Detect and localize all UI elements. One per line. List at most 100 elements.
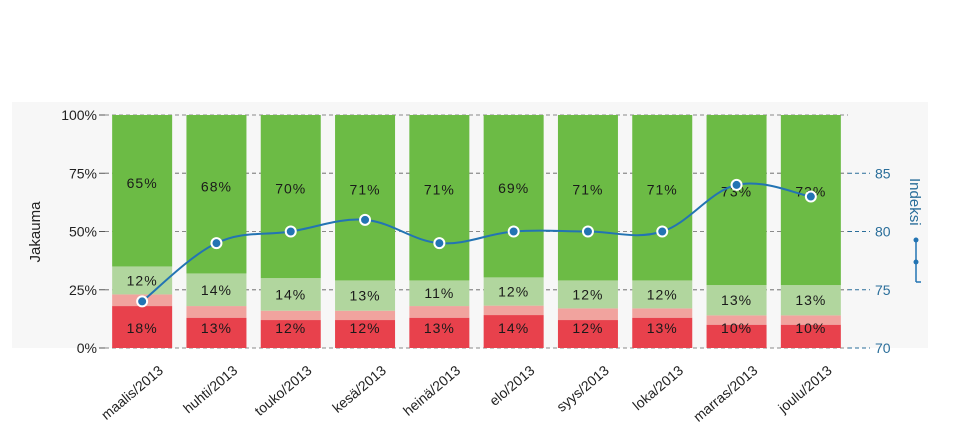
segment-label: 65% [127,175,158,191]
segment-label: 13% [201,320,232,336]
index-point [210,237,223,250]
bar-segment [706,115,767,286]
right-tick-label: 75 [875,282,891,298]
left-tick-label: 50% [69,224,97,240]
right-tick-label: 70 [875,340,891,356]
category-label: touko/2013 [251,362,315,419]
index-point [804,190,817,203]
bar-segment [409,280,470,307]
bar-segment [706,324,767,348]
category-label: maalis/2013 [98,362,166,423]
bars [112,115,841,348]
segment-label: 12% [572,286,603,302]
index-point [359,213,372,226]
right-tick-label: 85 [875,165,891,181]
segment-label: 18% [127,320,158,336]
index-point [284,225,297,238]
segment-label: 71% [350,181,381,197]
bar-segment [632,317,693,348]
bar-segment [260,115,321,279]
segment-label: 71% [572,181,603,197]
bar-segment [260,320,321,348]
segment-label: 10% [795,320,826,336]
segment-label: 12% [572,320,603,336]
category-label: heinä/2013 [400,362,464,419]
index-line-path [141,182,812,303]
category-label: kesä/2013 [329,362,389,416]
bar-segment [409,115,470,281]
bar-segment [557,280,618,309]
bar-segment [335,115,396,281]
legend-dot [913,237,919,243]
category-label: huhti/2013 [180,362,241,416]
bar-segment [260,310,321,321]
segment-label: 13% [424,320,455,336]
category-label: elo/2013 [486,362,538,409]
bar-segment [632,308,693,318]
segment-label: 14% [201,282,232,298]
segment-label: 71% [424,181,455,197]
legend-dot [913,259,919,265]
bar-segment [780,315,841,325]
index-point [507,225,520,238]
index-point [433,237,446,250]
segment-label: 13% [647,320,678,336]
left-axis-ticks: 0% 25% 50% 75% 100% [61,107,105,356]
segment-label: 12% [127,272,158,288]
segment-label: 70% [275,180,306,196]
bar-segment [186,306,247,318]
bar-segment [632,280,693,309]
bar-segment [706,315,767,325]
bar-segment [483,277,544,306]
y2-axis-title-group: Indeksi [906,178,923,283]
category-labels: maalis/2013 huhti/2013 touko/2013 kesä/2013… [98,362,835,425]
index-line [136,178,817,308]
left-tick-label: 75% [69,165,97,181]
y2-axis-title: Indeksi [906,178,923,226]
left-tick-label: 0% [77,340,97,356]
bar-segment [112,266,173,295]
category-label: syys/2013 [553,362,612,415]
bar-segment [483,315,544,348]
segment-label: 68% [201,178,232,194]
bar-segment [483,115,544,278]
bar-segment [186,317,247,348]
segment-label: 12% [647,286,678,302]
bar-segment [335,280,396,311]
bar-segment [483,305,544,316]
bar-segment [335,320,396,348]
segment-label: 13% [350,288,381,304]
left-tick-label: 25% [69,282,97,298]
bar-segment [557,115,618,281]
segment-label: 12% [275,320,306,336]
bar-segment [112,115,173,267]
bar-segment [780,285,841,316]
segment-label: 13% [795,292,826,308]
bar-segment [409,306,470,318]
segment-label: 14% [275,286,306,302]
left-tick-label: 100% [61,107,97,123]
bar-segment [780,324,841,348]
segment-label: 14% [498,320,529,336]
bar-segment [335,310,396,321]
right-tick-label: 80 [875,224,891,240]
category-label: joulu/2013 [774,362,835,417]
index-point [581,225,594,238]
bar-segment [112,306,173,348]
bar-segment [632,115,693,281]
segment-label: 11% [424,285,454,301]
right-axis-ticks: 70 75 80 85 [848,165,891,356]
segment-label: 13% [721,292,752,308]
bar-segment [557,308,618,321]
segment-label: 12% [498,284,529,300]
segment-label: 10% [721,320,752,336]
bar-segment [260,278,321,311]
category-label: marras/2013 [690,362,761,425]
index-point [730,178,743,191]
segment-label: 69% [498,180,529,196]
y-axis-title: Jakauma [27,201,44,263]
segment-label: 71% [647,181,678,197]
category-label: loka/2013 [629,362,686,413]
bar-segment [409,317,470,348]
